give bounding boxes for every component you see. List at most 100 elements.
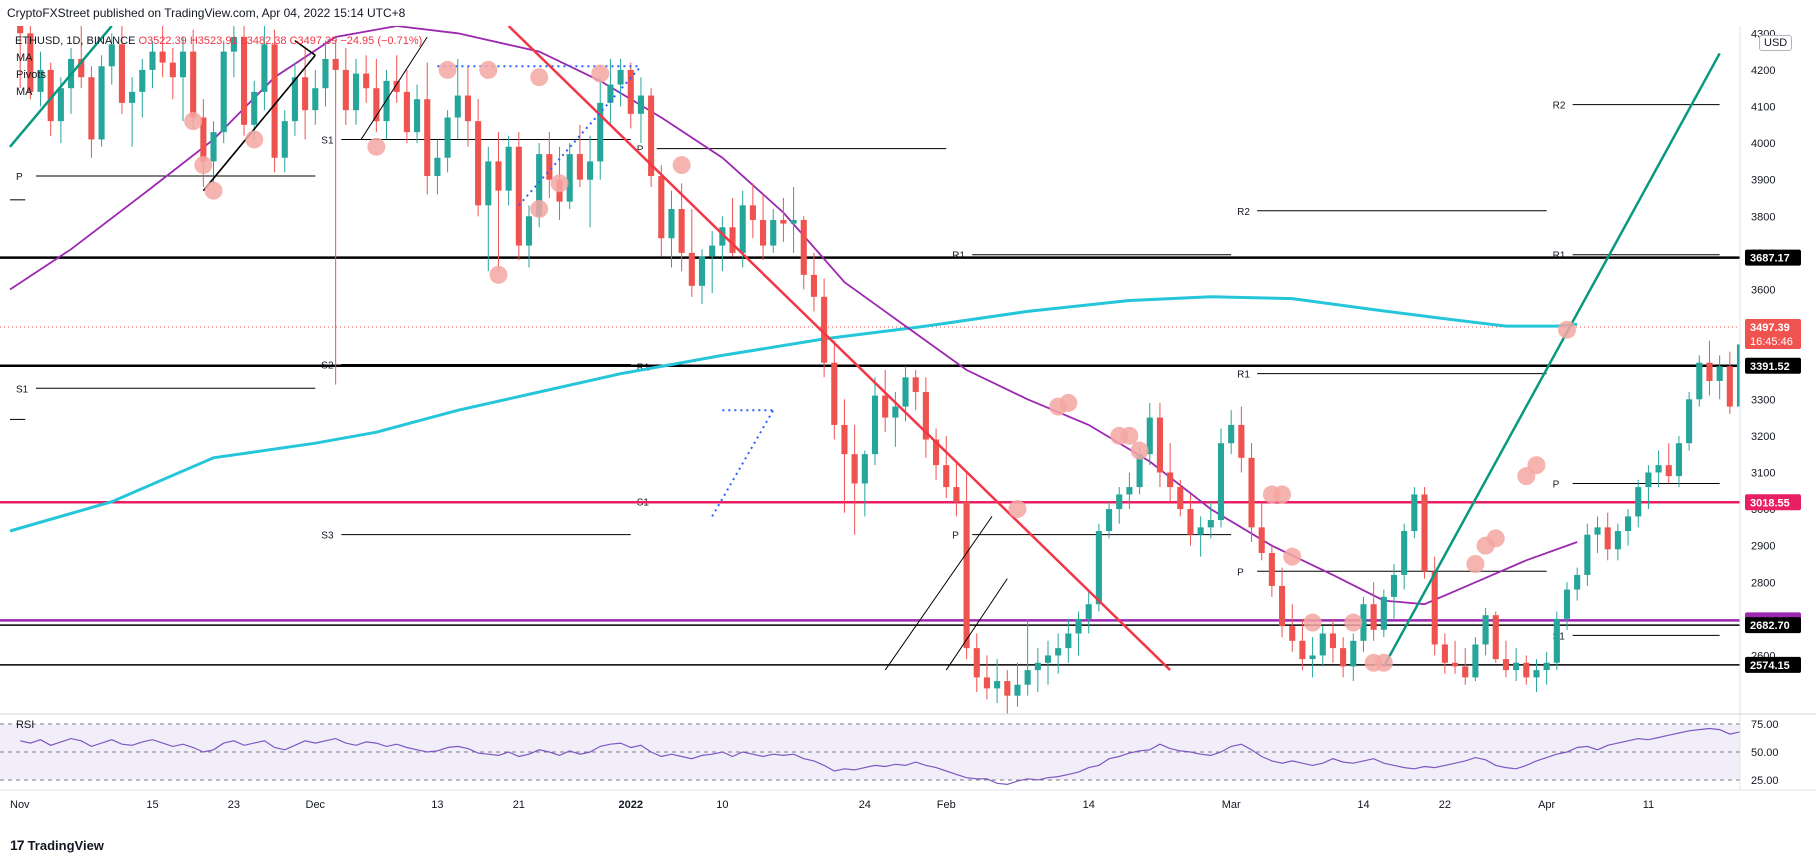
indicator-pivots[interactable]: Pivots bbox=[16, 69, 46, 81]
candle-body bbox=[587, 161, 594, 180]
pivot-label: S3 bbox=[321, 531, 334, 542]
candle-body bbox=[424, 99, 431, 177]
candle-body bbox=[1736, 344, 1740, 407]
candle-body bbox=[698, 256, 706, 286]
candle-body bbox=[963, 501, 970, 649]
candle-body bbox=[912, 377, 919, 392]
price-tick-label: 3300 bbox=[1751, 394, 1775, 406]
time-tick-label: Apr bbox=[1538, 799, 1555, 811]
candle-body bbox=[17, 26, 24, 34]
dotted-pattern-line bbox=[518, 65, 642, 206]
tradingview-logo[interactable]: 17 TradingView bbox=[10, 837, 104, 853]
candle-body bbox=[983, 677, 990, 689]
candle-body bbox=[383, 80, 390, 122]
candle-body bbox=[780, 219, 787, 224]
ma-slow-line bbox=[9, 295, 1578, 533]
indicator-ma-2[interactable]: MA bbox=[16, 86, 33, 98]
time-tick-label: Mar bbox=[1222, 799, 1241, 811]
candle-body bbox=[1299, 640, 1306, 660]
price-tag-bg bbox=[1745, 656, 1801, 673]
candle-body bbox=[1360, 604, 1367, 641]
candle-body bbox=[1431, 571, 1438, 645]
touch-marker bbox=[367, 137, 386, 156]
candle-body bbox=[1156, 417, 1163, 473]
candle-body bbox=[1085, 604, 1092, 619]
rsi-pane bbox=[20, 727, 1740, 786]
candle-body bbox=[1543, 662, 1550, 671]
candle-body bbox=[607, 84, 614, 103]
candle-body bbox=[332, 58, 339, 70]
candle-body bbox=[1635, 487, 1642, 517]
candle-body bbox=[1533, 670, 1540, 678]
candle-body bbox=[1319, 633, 1326, 656]
time-tick-label: Feb bbox=[937, 799, 956, 811]
candle-body bbox=[1553, 618, 1560, 663]
candle-body bbox=[933, 439, 940, 466]
candle-body bbox=[261, 44, 268, 92]
touch-marker bbox=[591, 64, 610, 83]
indicator-ma-1[interactable]: MA bbox=[16, 52, 33, 64]
currency-button[interactable]: USD bbox=[1759, 35, 1793, 51]
candle-body bbox=[1238, 424, 1245, 458]
publish-header: CryptoFXStreet published on TradingView.… bbox=[7, 6, 406, 20]
touch-marker bbox=[1283, 547, 1302, 566]
candle-body bbox=[739, 205, 746, 253]
price-tick-label: 4200 bbox=[1751, 65, 1775, 77]
rsi-band bbox=[0, 724, 1740, 780]
ohlc-values: O3522.39 H3523.91 L3482.38 C3497.39 −24.… bbox=[138, 35, 423, 47]
time-tick-label: 10 bbox=[716, 799, 728, 811]
time-tick-label: 2022 bbox=[619, 799, 643, 811]
price-tag-label: 3018.55 bbox=[1750, 497, 1790, 509]
candle-body bbox=[810, 274, 817, 297]
candle-body bbox=[37, 69, 44, 92]
candle-body bbox=[678, 208, 685, 253]
candle-body bbox=[1309, 655, 1316, 660]
candle-body bbox=[179, 51, 187, 78]
candle-body bbox=[1167, 472, 1174, 488]
price-tick-label: 4000 bbox=[1751, 138, 1775, 150]
pivot-label: S1 bbox=[16, 384, 29, 395]
touch-marker bbox=[1527, 456, 1546, 475]
candle-body bbox=[790, 219, 797, 224]
trendline bbox=[9, 26, 113, 148]
candle-body bbox=[363, 73, 370, 89]
candle-body bbox=[1726, 366, 1733, 407]
price-tag-label: 2574.15 bbox=[1750, 660, 1790, 672]
candle-body bbox=[352, 73, 360, 111]
rsi-tick-label: 50.00 bbox=[1751, 747, 1779, 759]
time-tick-label: 14 bbox=[1357, 799, 1369, 811]
candle-body bbox=[719, 227, 726, 246]
pivot-label: R2 bbox=[1553, 101, 1566, 112]
candle-body bbox=[943, 465, 950, 488]
price-tick-label: 3100 bbox=[1751, 467, 1775, 479]
touch-marker bbox=[1273, 485, 1292, 504]
candle-body bbox=[1258, 527, 1265, 553]
candle-body bbox=[1187, 509, 1194, 535]
candle-body bbox=[1065, 633, 1072, 649]
price-tag-label: 3687.17 bbox=[1750, 253, 1790, 265]
candle-body bbox=[892, 406, 899, 418]
candle-body bbox=[566, 154, 573, 202]
pivot-label: P bbox=[952, 531, 959, 542]
candle-body bbox=[129, 91, 136, 103]
price-tick-label: 3800 bbox=[1751, 211, 1775, 223]
price-tick-label: 3200 bbox=[1751, 431, 1775, 443]
candle-body bbox=[241, 36, 248, 125]
candle-body bbox=[1044, 655, 1052, 663]
candle-body bbox=[922, 391, 929, 440]
candle-body bbox=[546, 154, 553, 180]
candle-body bbox=[118, 44, 125, 103]
candle-body bbox=[322, 58, 329, 89]
trendline bbox=[360, 36, 428, 140]
candle-body bbox=[414, 99, 421, 133]
candle-body bbox=[902, 377, 909, 407]
touch-marker bbox=[479, 60, 498, 79]
candle-body bbox=[658, 176, 665, 239]
candle-body bbox=[210, 132, 217, 162]
price-pane: PS1S1S2S3PR1S1R1PR2R1PR2R1PS1 bbox=[0, 26, 1740, 714]
time-tick-label: 22 bbox=[1439, 799, 1451, 811]
touch-marker bbox=[489, 265, 508, 284]
time-tick-label: 21 bbox=[513, 799, 525, 811]
candle-body bbox=[1645, 472, 1652, 488]
